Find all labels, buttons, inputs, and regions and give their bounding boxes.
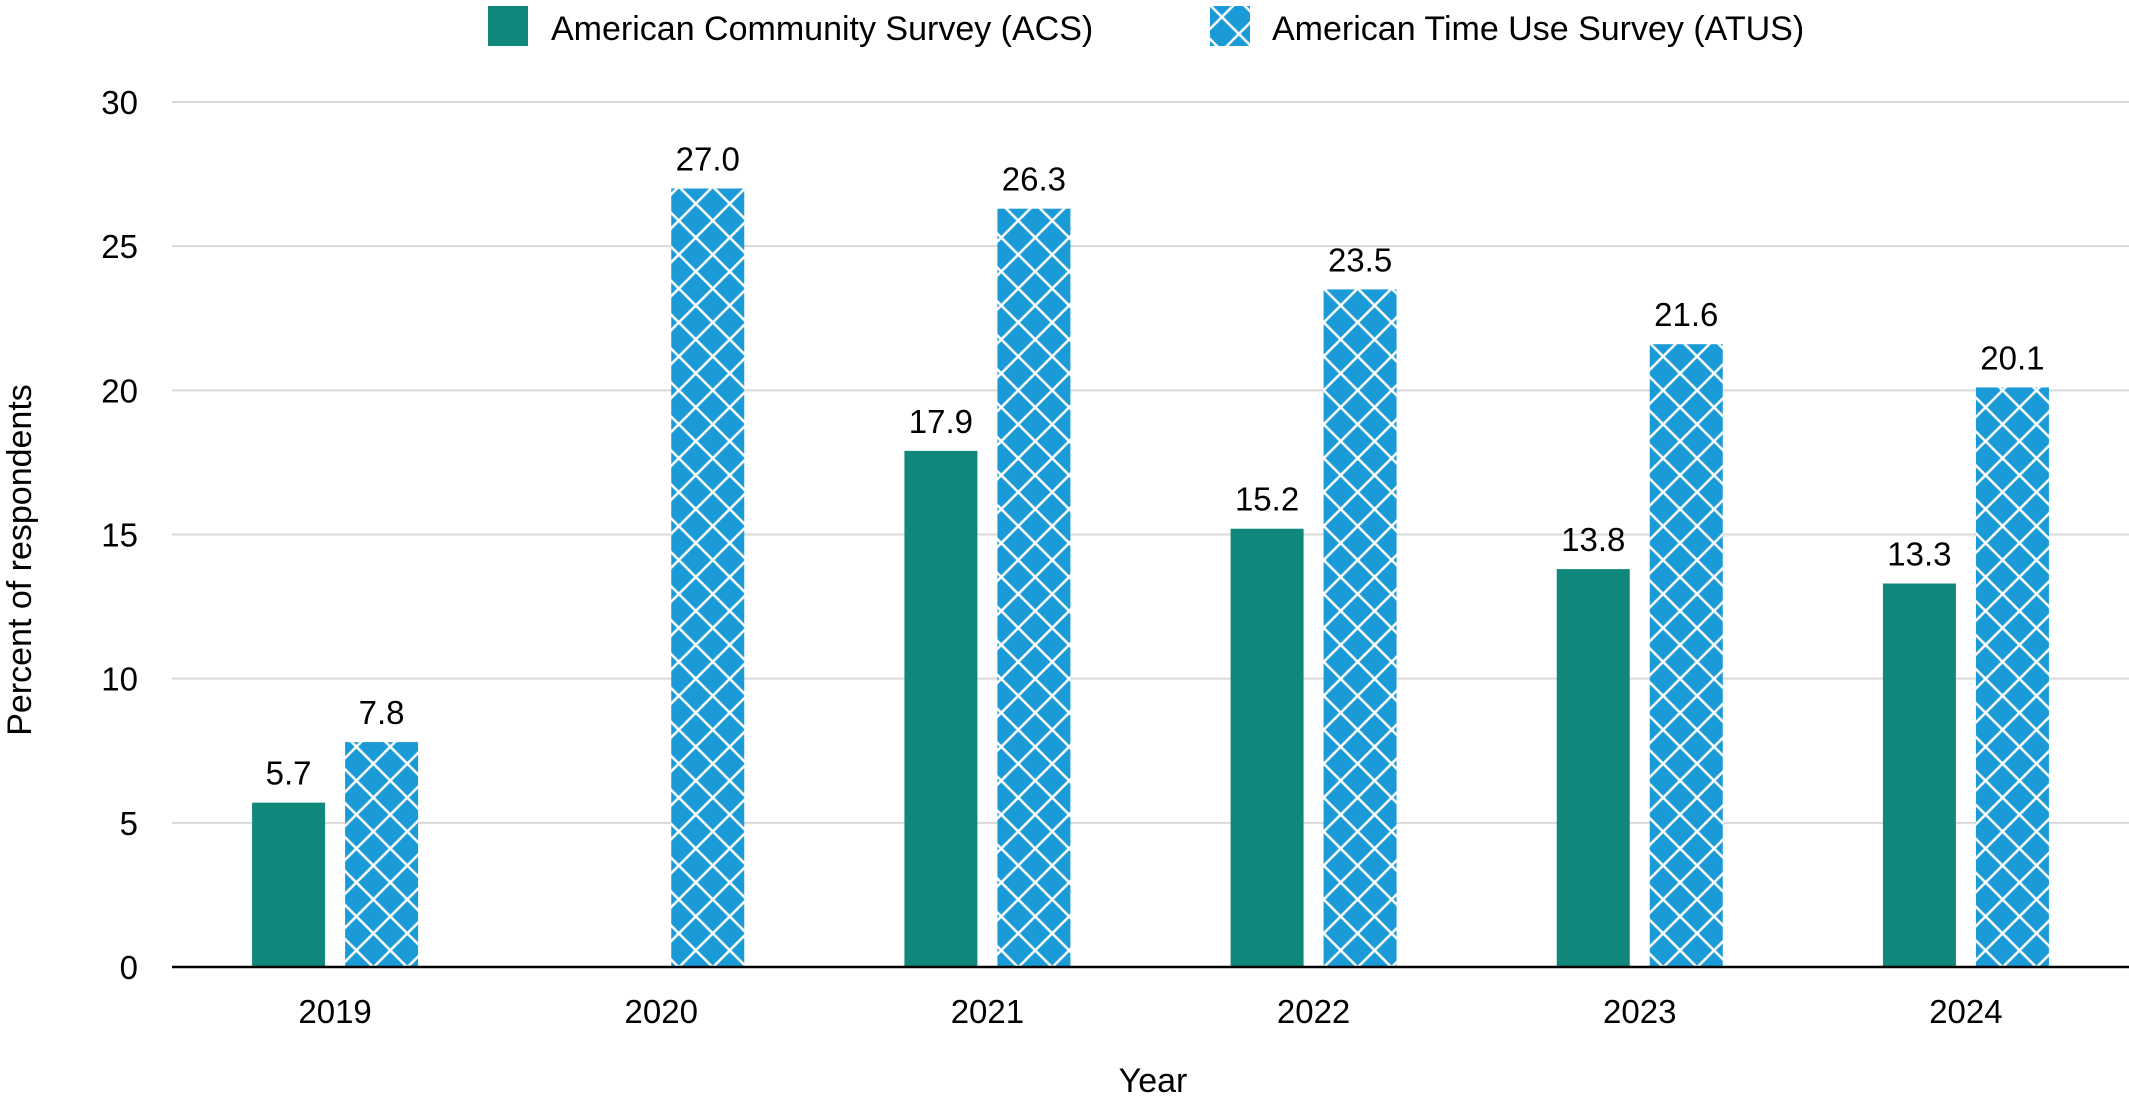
- y-axis-ticks: 0 5 10 15 20 25 30: [101, 84, 138, 986]
- legend-swatch-atus: [1210, 6, 1250, 46]
- bar-atus-2023: [1649, 344, 1723, 967]
- x-tick-label: 2021: [951, 993, 1024, 1030]
- data-label: 26.3: [1002, 161, 1066, 198]
- bar-atus-2020: [671, 188, 745, 967]
- bar-atus-2024: [1975, 387, 2049, 967]
- data-label: 5.7: [266, 755, 312, 792]
- legend-swatch-acs: [488, 6, 528, 46]
- bar-acs-2022: [1230, 528, 1304, 967]
- y-tick-label: 25: [101, 228, 138, 265]
- legend-label-acs: American Community Survey (ACS): [551, 10, 1093, 48]
- data-label: 15.2: [1235, 481, 1299, 518]
- data-label: 13.3: [1887, 536, 1951, 573]
- data-label: 23.5: [1328, 241, 1392, 278]
- gridlines: [172, 101, 2129, 824]
- value-labels: 5.7 17.9 15.2 13.8 13.3 7.8 27.0 26.3 23.5 21.6 20…: [266, 141, 2045, 792]
- bar-acs-2021: [904, 450, 978, 968]
- y-tick-label: 0: [120, 949, 138, 986]
- x-tick-label: 2024: [1929, 993, 2002, 1030]
- legend-label-atus: American Time Use Survey (ATUS): [1272, 10, 1804, 48]
- x-tick-label: 2022: [1277, 993, 1350, 1030]
- x-axis-ticks: 2019 2020 2021 2022 2023 2024: [298, 993, 2002, 1030]
- x-tick-label: 2019: [298, 993, 371, 1030]
- y-tick-label: 10: [101, 661, 138, 698]
- y-tick-label: 5: [120, 805, 138, 842]
- bar-acs-2023: [1556, 569, 1630, 967]
- legend: American Community Survey (ACS) American…: [488, 6, 1804, 48]
- data-label: 21.6: [1654, 296, 1718, 333]
- data-label: 13.8: [1561, 521, 1625, 558]
- bar-acs-2019: [252, 802, 326, 967]
- bar-atus-2022: [1323, 289, 1397, 968]
- y-tick-label: 20: [101, 372, 138, 409]
- data-label: 20.1: [1980, 339, 2044, 376]
- data-label: 17.9: [909, 403, 973, 440]
- bars: [252, 188, 2049, 968]
- bar-atus-2021: [997, 208, 1071, 967]
- bar-acs-2024: [1882, 583, 1956, 967]
- x-axis-title: Year: [1119, 1062, 1188, 1100]
- y-tick-label: 15: [101, 517, 138, 554]
- x-tick-label: 2020: [625, 993, 698, 1030]
- y-tick-label: 30: [101, 84, 138, 121]
- bar-atus-2019: [345, 742, 419, 967]
- x-tick-label: 2023: [1603, 993, 1676, 1030]
- data-label: 27.0: [676, 141, 740, 178]
- data-label: 7.8: [359, 694, 405, 731]
- y-axis-title: Percent of respondents: [1, 384, 39, 736]
